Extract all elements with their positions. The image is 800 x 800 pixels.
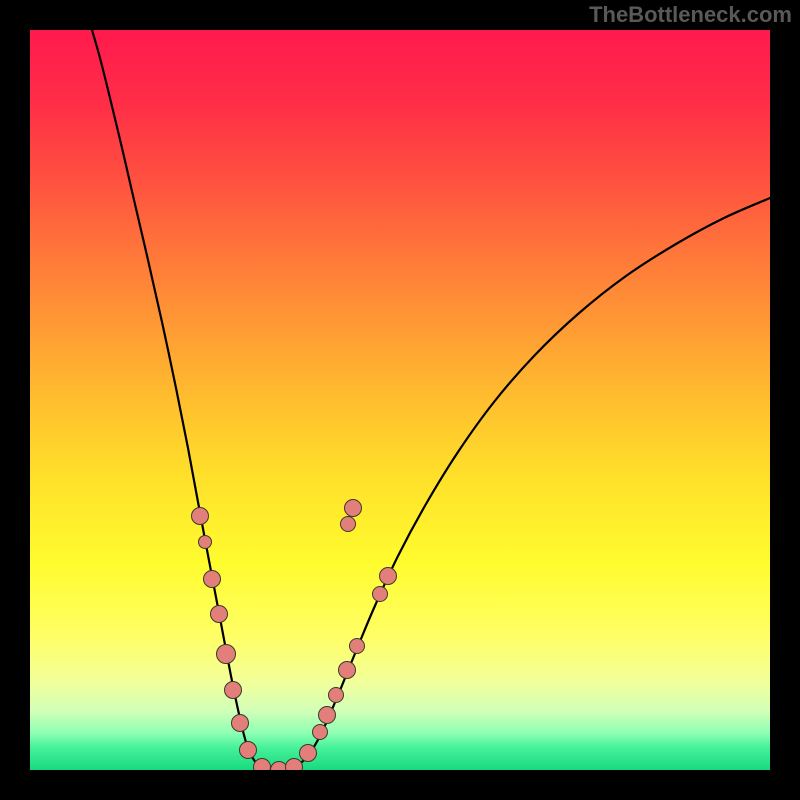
data-marker [198,535,212,549]
data-marker [344,499,362,517]
data-marker [253,758,271,770]
data-marker [312,724,328,740]
data-marker [299,744,317,762]
data-marker [328,687,344,703]
v-curve-path [92,30,770,770]
data-marker [338,661,356,679]
watermark-text: TheBottleneck.com [589,2,792,28]
data-marker [372,586,388,602]
data-marker [191,507,209,525]
data-marker [203,570,221,588]
data-marker [210,605,228,623]
plot-area [30,30,770,770]
data-marker [224,681,242,699]
data-marker [379,567,397,585]
data-marker [285,758,303,770]
data-marker [239,741,257,759]
data-marker [216,644,236,664]
data-marker [349,638,365,654]
data-marker [231,714,249,732]
curve-layer [30,30,770,770]
data-marker [318,706,336,724]
data-marker [340,516,356,532]
